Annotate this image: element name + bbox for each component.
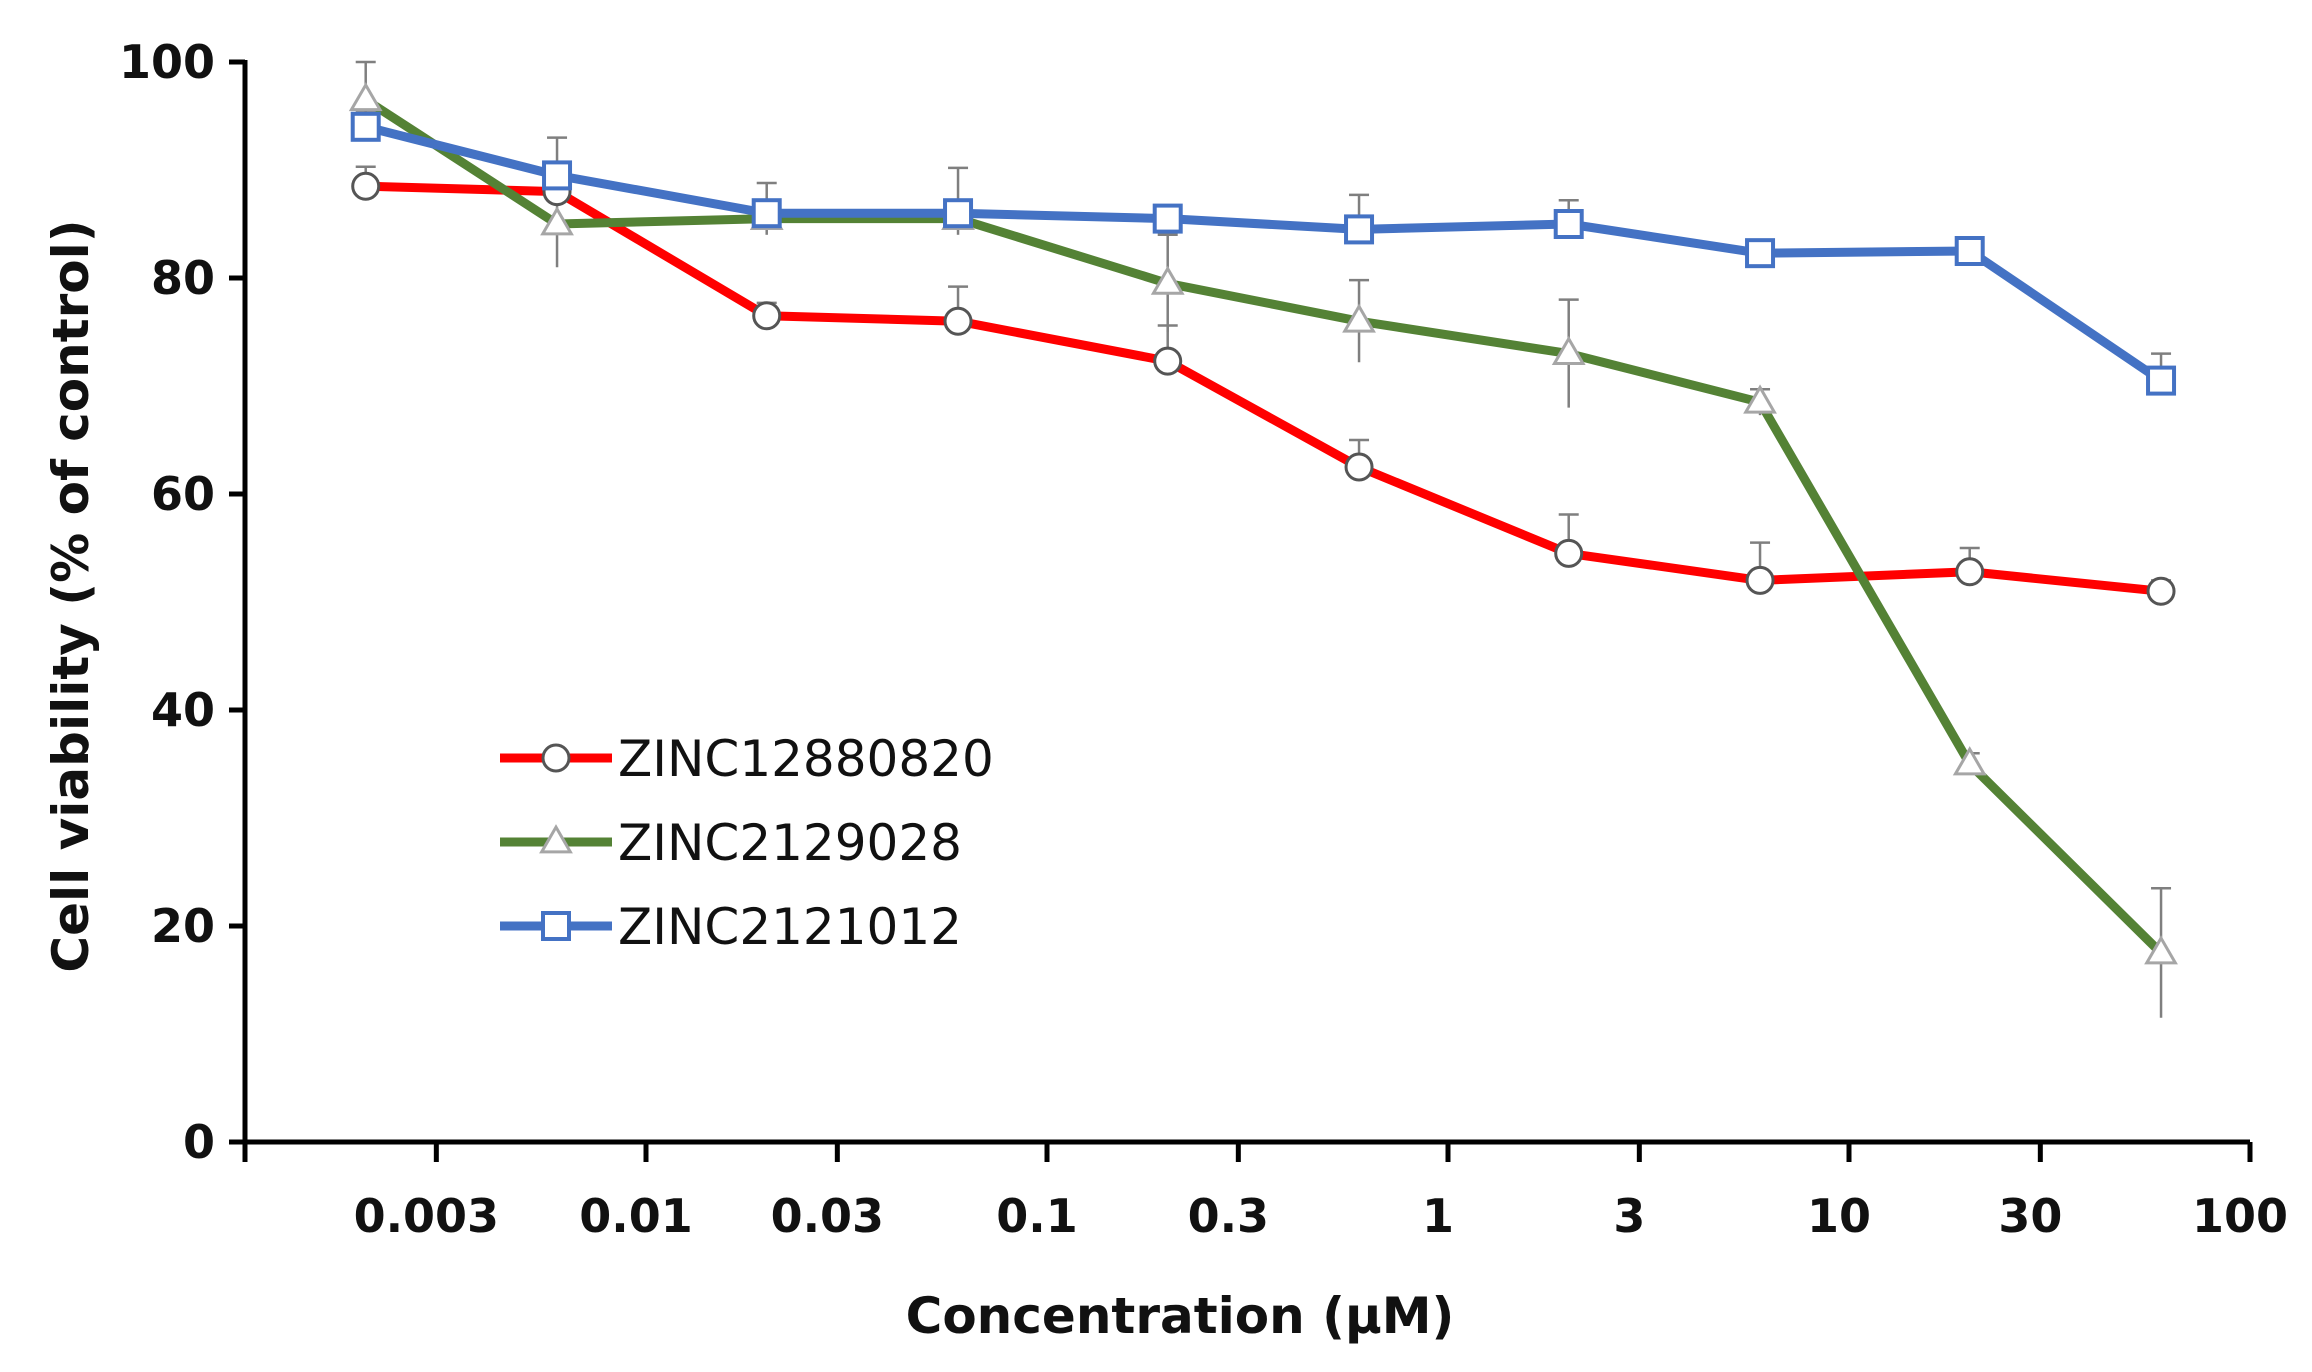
data-point-zinc12880820: [943, 306, 973, 336]
data-point-zinc2121012: [1954, 236, 1985, 266]
data-point-zinc12880820: [1745, 565, 1775, 595]
series-line-zinc12880820: [361, 181, 2166, 596]
legend-entry: ZINC2129028: [618, 814, 962, 872]
data-point-zinc2129028: [348, 81, 383, 112]
legend-marker: [541, 743, 571, 773]
legend-marker: [541, 911, 571, 941]
x-tick-label: 0.003: [354, 1189, 500, 1243]
legend-entry: ZINC2121012: [618, 898, 962, 956]
data-point-zinc2129028: [1150, 265, 1185, 295]
data-point-zinc2129028: [1952, 746, 1987, 776]
data-point-zinc2121012: [1553, 209, 1584, 239]
series-markers: [348, 81, 2178, 965]
data-point-zinc12880820: [1344, 452, 1374, 482]
y-tick-label: 100: [119, 35, 215, 89]
data-point-zinc12880820: [752, 301, 782, 331]
legend-entry: ZINC12880820: [618, 730, 994, 788]
data-point-zinc2129028: [1342, 303, 1376, 333]
error-bars: [355, 60, 2172, 1018]
y-tick-label: 60: [151, 467, 215, 521]
data-point-zinc2121012: [751, 198, 782, 229]
data-point-zinc12880820: [2146, 576, 2176, 606]
y-tick-label: 40: [151, 683, 215, 737]
data-point-zinc2121012: [2146, 365, 2177, 396]
y-tick-label: 20: [151, 899, 215, 953]
x-tick-label: 3: [1613, 1189, 1645, 1243]
data-point-zinc12880820: [1955, 557, 1985, 587]
series-line-zinc2129028: [361, 95, 2166, 958]
legend: ZINC12880820 ZINC2129028 ZINC2121012: [500, 730, 994, 956]
data-point-zinc2121012: [542, 160, 573, 191]
y-tick-label: 80: [151, 251, 215, 305]
chart-axes: 0 20 40 60 80 100 0.003 0.01 0.03 0.1 0.3 1 3 10 30 100: [119, 35, 2288, 1243]
y-axis-title: Cell viability (% of control): [42, 219, 100, 972]
data-point-zinc2129028: [2144, 935, 2178, 965]
x-tick-label: 100: [2192, 1189, 2288, 1243]
x-tick-label: 0.1: [996, 1189, 1078, 1243]
data-point-zinc2129028: [540, 206, 574, 236]
data-point-zinc2121012: [943, 198, 974, 229]
x-axis-title: Concentration (µM): [906, 1287, 1455, 1345]
data-point-zinc2121012: [1152, 203, 1183, 234]
data-point-zinc2121012: [1344, 214, 1375, 245]
data-point-zinc12880820: [351, 171, 381, 201]
data-point-zinc2129028: [1551, 335, 1586, 365]
x-tick-label: 1: [1422, 1189, 1454, 1243]
series-line-zinc2121012: [361, 122, 2166, 386]
x-tick-label: 0.03: [771, 1189, 885, 1243]
data-point-zinc12880820: [1153, 346, 1183, 376]
y-tick-label: 0: [183, 1115, 215, 1169]
data-point-zinc2121012: [1745, 238, 1776, 269]
legend-marker: [539, 824, 573, 854]
data-point-zinc2129028: [1743, 384, 1777, 414]
series-lines: [361, 95, 2166, 958]
data-point-zinc2121012: [350, 111, 381, 142]
x-tick-label: 30: [1998, 1189, 2062, 1243]
x-tick-label: 0.01: [579, 1189, 693, 1243]
x-tick-label: 10: [1807, 1189, 1871, 1243]
x-tick-label: 0.3: [1188, 1189, 1270, 1243]
data-point-zinc12880820: [1554, 538, 1584, 568]
